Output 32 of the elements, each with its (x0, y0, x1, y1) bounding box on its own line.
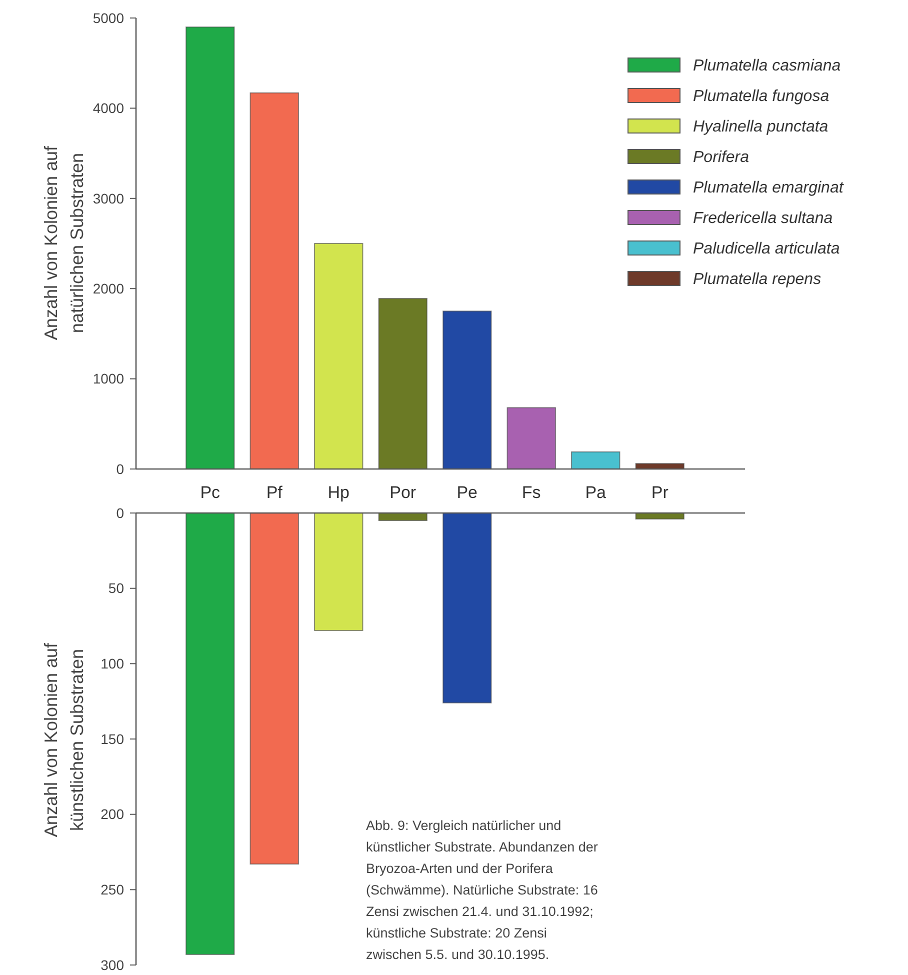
y-tick-label: 5000 (92, 10, 124, 26)
legend-label: Hyalinella punctata (693, 118, 828, 136)
y-tick-label: 100 (100, 656, 124, 672)
y-tick-label: 1000 (92, 370, 124, 387)
legend-label: Paludicella articulata (693, 240, 840, 258)
legend-label: Plumatella casmiana (693, 58, 841, 75)
x-tick-label: Pa (585, 483, 607, 502)
y-axis-title: Anzahl von Kolonien auf natürlichen Substraten (41, 144, 87, 340)
y-tick-label: 0 (116, 460, 124, 477)
y-axis-title: Anzahl von Kolonien auf künstlichen Substraten (41, 642, 87, 838)
x-tick-label: Hp (328, 483, 350, 502)
y-tick-label: 0 (116, 504, 124, 521)
y-tick-label: 4000 (92, 100, 124, 116)
y-tick-label: 200 (100, 806, 124, 822)
legend-label: Fredericella sultana (693, 210, 833, 228)
y-tick-label: 50 (108, 580, 124, 596)
x-tick-label: Pe (456, 483, 478, 502)
legend-label: Plumatella fungosa (693, 88, 830, 106)
x-tick-label: Pc (200, 483, 221, 502)
y-tick-label: 300 (100, 956, 124, 973)
legend-label: Plumatella emarginat (693, 180, 844, 197)
x-tick-label: Pf (266, 483, 283, 502)
y-tick-label: 250 (100, 882, 124, 898)
x-tick-label: Fs (522, 483, 541, 502)
legend-label: Plumatella repens (693, 271, 822, 288)
x-tick-label: Pr (651, 483, 669, 502)
x-tick-label: Por (390, 483, 416, 502)
y-tick-label: 150 (100, 730, 124, 747)
y-tick-label: 2000 (92, 280, 124, 296)
annotation: Abb. 9: Vergleich natürlicher und künstlicher Substrate. Abundanzen der Bryozoa-Arten und der Porifera (Schwämme). Natürliche Substrate: 16 Zensi zwischen 21.4. und 31.10.1992; künstliche Substrate: 20 Zensi zwischen 5.5. und 30.10.1995. (366, 818, 598, 962)
legend-label: Porifera (693, 149, 750, 166)
y-tick-label: 3000 (92, 190, 124, 206)
